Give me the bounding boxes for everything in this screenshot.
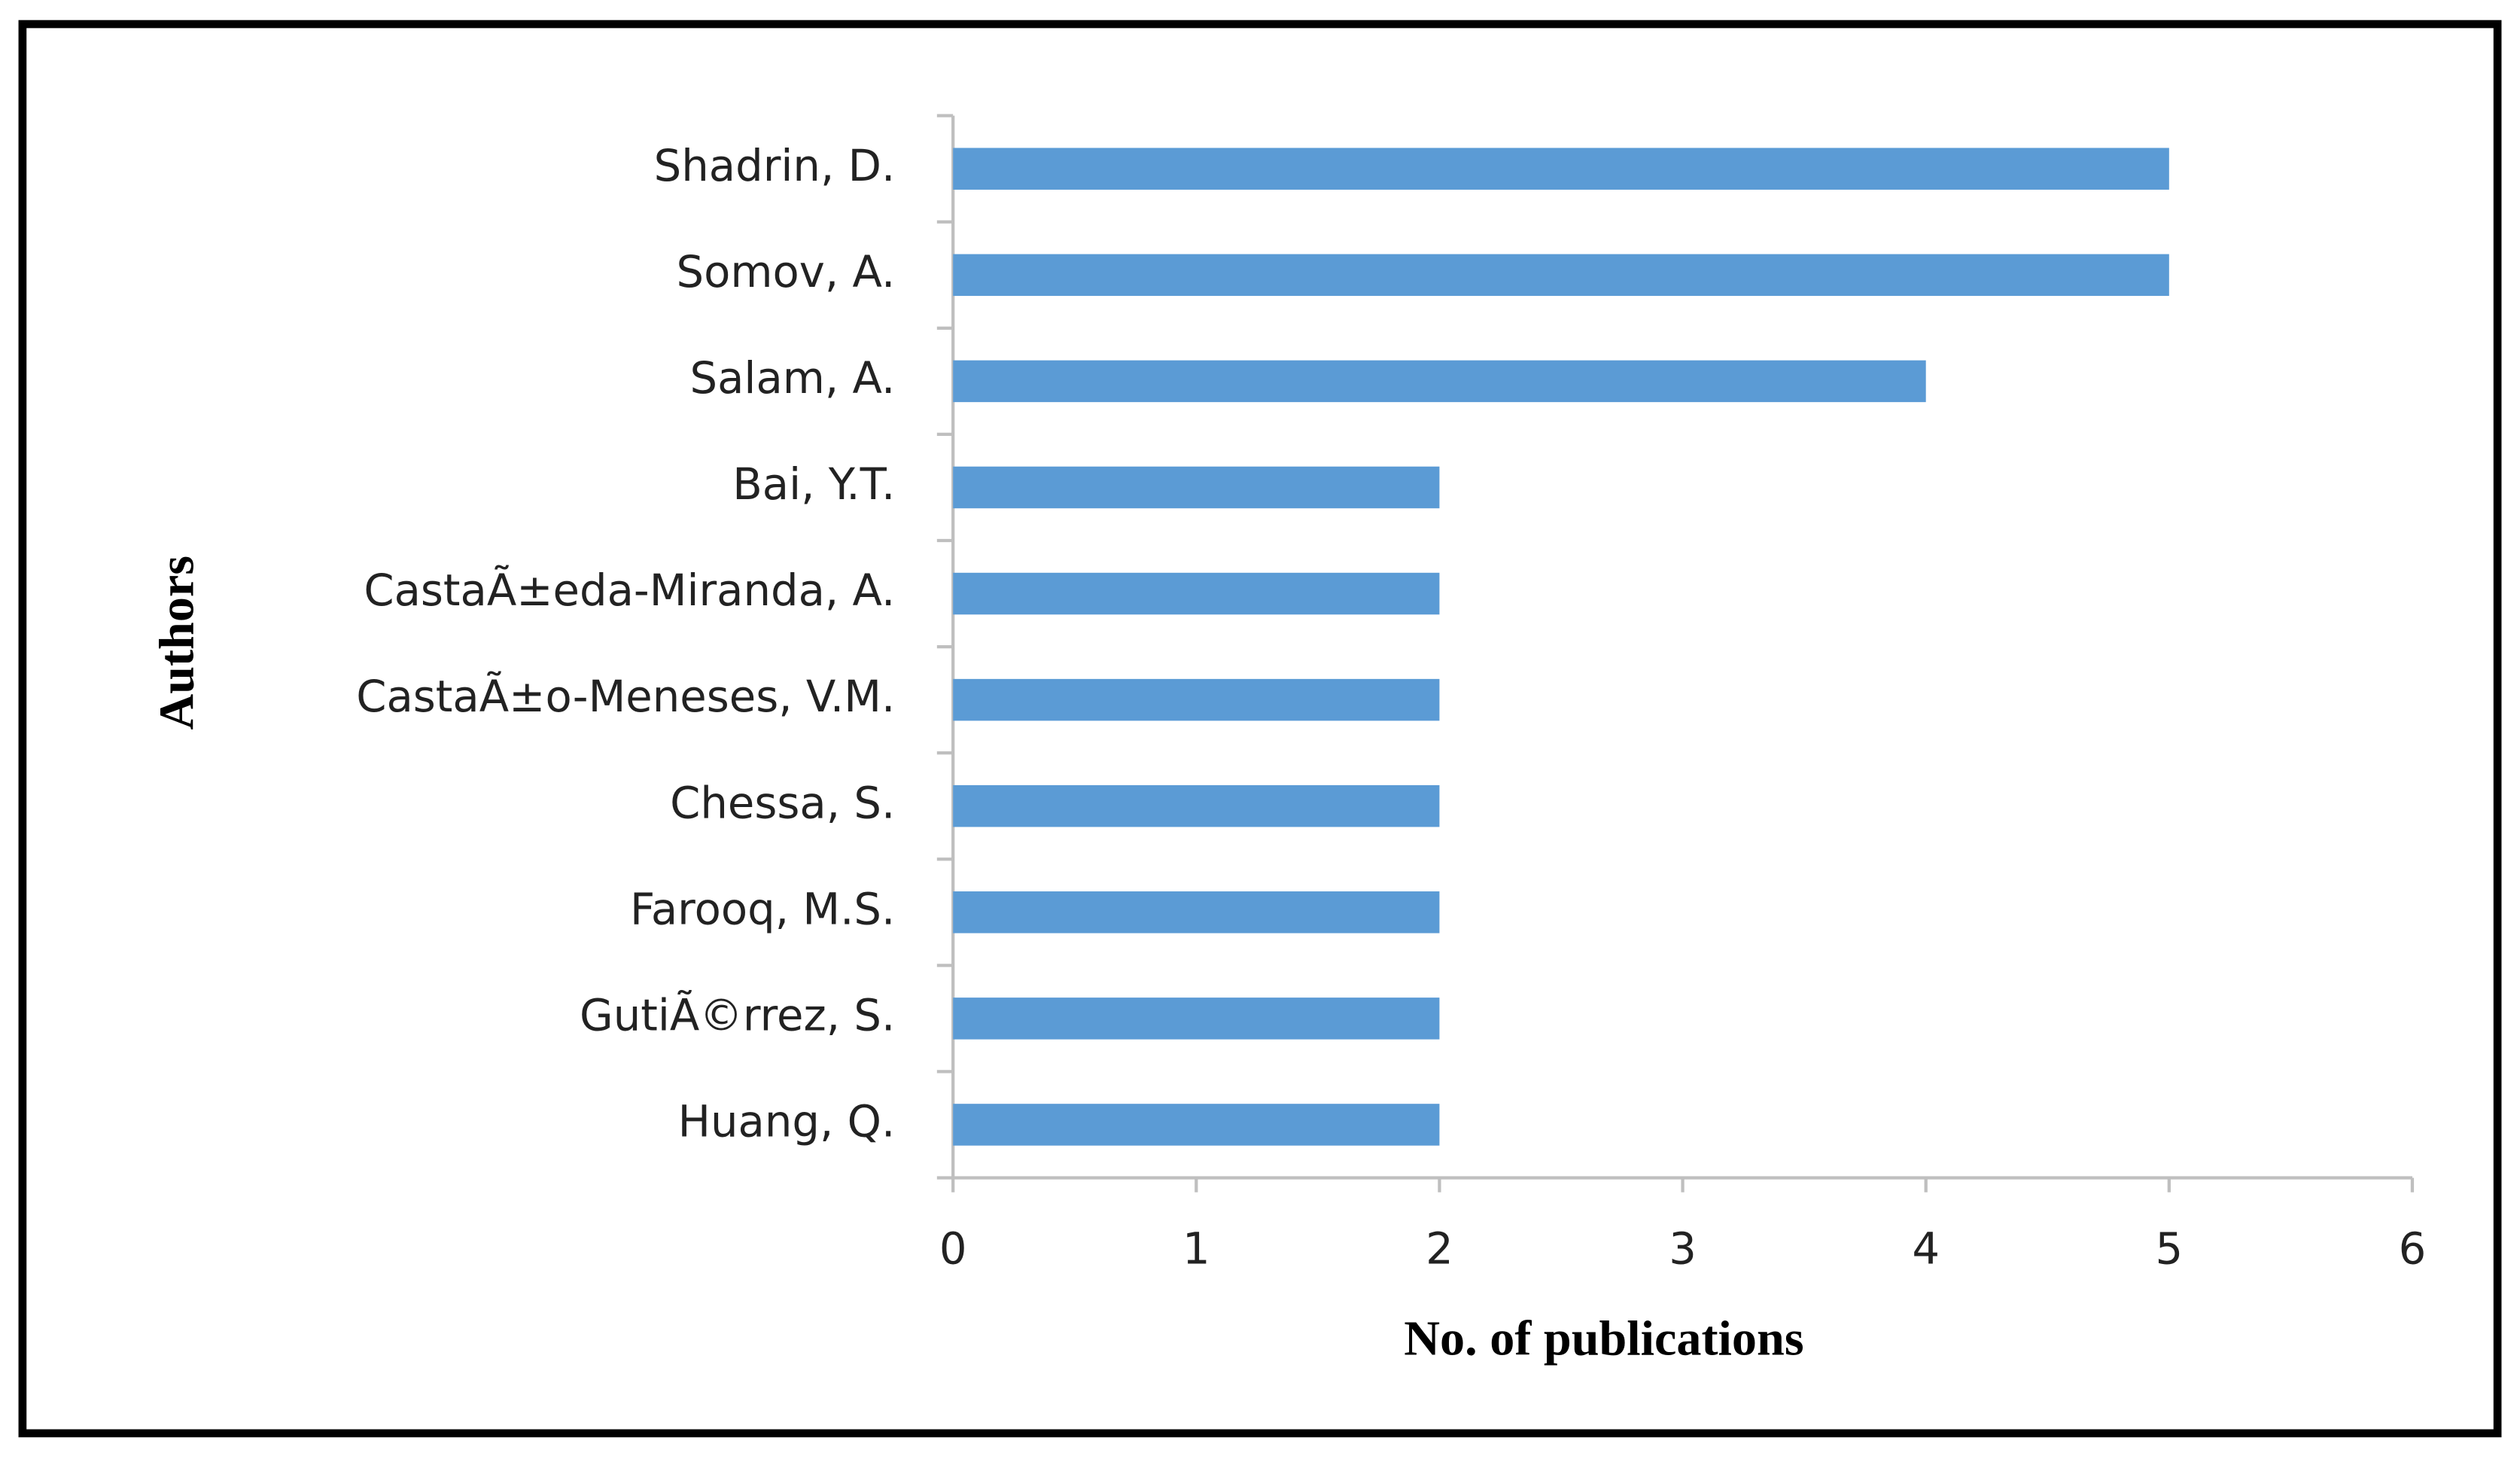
bar bbox=[953, 466, 1440, 509]
x-tick-label: 2 bbox=[1426, 1223, 1453, 1274]
bar bbox=[953, 891, 1440, 934]
bar bbox=[953, 360, 1926, 403]
x-tick-label: 0 bbox=[939, 1223, 967, 1274]
bar bbox=[953, 148, 2169, 190]
y-tick-label: Salam, A. bbox=[690, 353, 896, 404]
bar bbox=[953, 254, 2169, 297]
x-tick-label: 1 bbox=[1182, 1223, 1210, 1274]
bar bbox=[953, 784, 1440, 827]
x-axis-title: No. of publications bbox=[1404, 1311, 1803, 1366]
bar bbox=[953, 1104, 1440, 1146]
y-tick-label: CastaÃ±o-Meneses, V.M. bbox=[356, 672, 895, 722]
bar bbox=[953, 572, 1440, 615]
y-tick-label: Chessa, S. bbox=[670, 778, 895, 828]
y-tick-label: Bai, Y.T. bbox=[732, 459, 895, 510]
x-tick-label: 3 bbox=[1669, 1223, 1697, 1274]
frame bbox=[18, 20, 2502, 1438]
y-tick-label: CastaÃ±eda-Miranda, A. bbox=[364, 565, 895, 616]
y-axis-title: Authors bbox=[149, 556, 204, 730]
x-tick-label: 6 bbox=[2399, 1223, 2427, 1274]
y-tick-label: Somov, A. bbox=[677, 247, 896, 297]
x-tick-label: 4 bbox=[1912, 1223, 1940, 1274]
bar bbox=[953, 678, 1440, 721]
x-tick-label: 5 bbox=[2155, 1223, 2183, 1274]
y-tick-label: Shadrin, D. bbox=[654, 141, 896, 191]
y-tick-label: Farooq, M.S. bbox=[630, 884, 895, 934]
y-tick-label: GutiÃ©rrez, S. bbox=[580, 990, 895, 1040]
bar bbox=[953, 998, 1440, 1040]
y-tick-label: Huang, Q. bbox=[678, 1097, 896, 1147]
